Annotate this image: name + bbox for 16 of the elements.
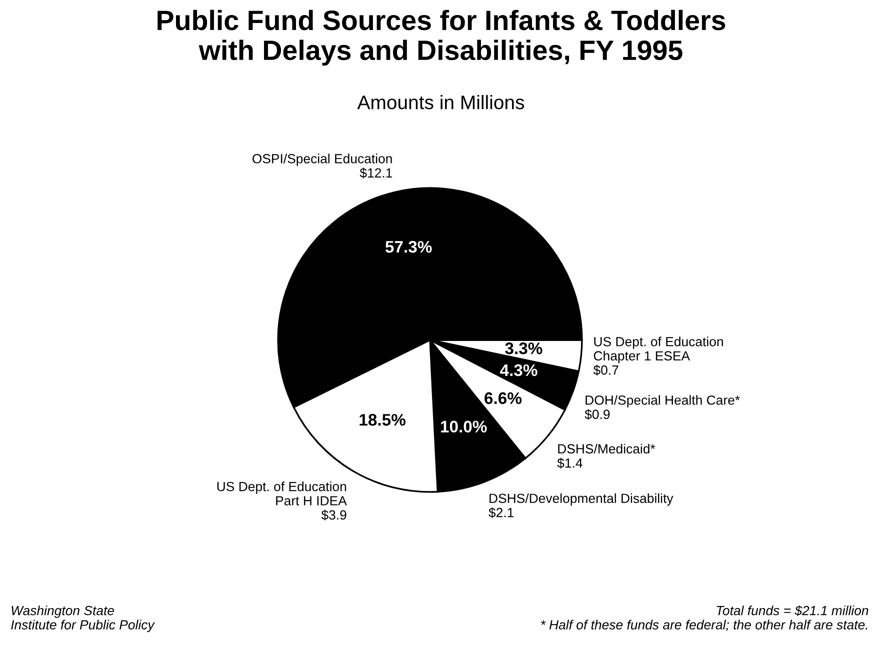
- chart-subtitle: Amounts in Millions: [357, 94, 524, 110]
- data-label: 57.3%: [385, 240, 432, 253]
- slice-label: OSPI/Special Education $12.1: [252, 154, 392, 178]
- data-label: 4.3%: [500, 364, 538, 376]
- slice-label: US Dept. of Education Part H IDEA $3.9: [217, 482, 347, 520]
- data-label: 3.3%: [505, 342, 542, 354]
- data-label: 18.5%: [360, 414, 406, 426]
- slice-label: DSHS/Developmental Disability $2.1: [488, 493, 674, 518]
- text: Washington State Institute for Public Policy: [11, 606, 155, 632]
- text: Total funds = $21.1 million * Half of these funds are federal; the other half are state.: [540, 605, 868, 632]
- slice-label: DSHS/Medicaid* $1.4: [557, 444, 656, 469]
- chart-title: Public Fund Sources for Infants & Toddlers with Delays and Disabilities, FY 1995: [158, 10, 726, 66]
- data-label: 10.0%: [441, 420, 487, 432]
- data-label: 6.6%: [484, 392, 522, 404]
- slice-label: US Dept. of Education Chapter 1 ESEA $0.7: [593, 336, 723, 376]
- slice-label: DOH/Special Health Care* $0.9: [584, 395, 740, 420]
